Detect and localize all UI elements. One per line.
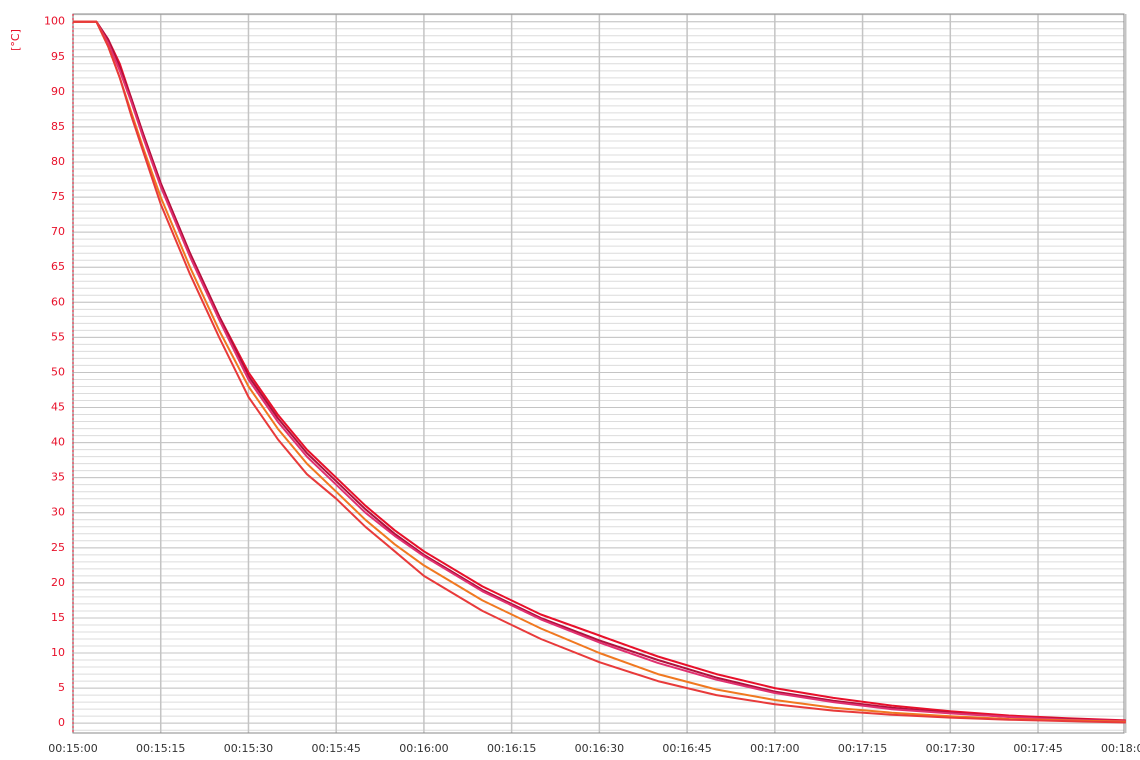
x-tick-label: 00:16:15 [487,742,536,755]
y-tick-label: 80 [51,155,65,168]
y-tick-label: 50 [51,365,65,378]
x-tick-label: 00:17:45 [1013,742,1062,755]
x-tick-label: 00:16:30 [575,742,624,755]
y-tick-label: 30 [51,506,65,519]
x-tick-label: 00:15:45 [311,742,360,755]
y-tick-label: 90 [51,85,65,98]
y-tick-label: 45 [51,401,65,414]
x-tick-label: 00:17:15 [838,742,887,755]
y-tick-label: 5 [58,681,65,694]
y-tick-label: 55 [51,330,65,343]
y-tick-label: 0 [58,716,65,729]
y-tick-label: 70 [51,225,65,238]
plot-frame [72,13,1125,734]
y-tick-label: 60 [51,295,65,308]
y-tick-label: 35 [51,471,65,484]
y-tick-label: 25 [51,541,65,554]
x-tick-label: 00:16:45 [662,742,711,755]
y-tick-label: 40 [51,436,65,449]
y-axis-label: [°C] [9,29,22,51]
x-tick-label: 00:15:30 [224,742,273,755]
y-tick-label: 65 [51,260,65,273]
series-line [73,20,1126,723]
y-tick-label: 15 [51,611,65,624]
x-tick-label: 00:17:00 [750,742,799,755]
x-tick-label: 00:18:00 [1101,742,1140,755]
x-tick-label: 00:17:30 [926,742,975,755]
y-tick-label: 20 [51,576,65,589]
y-tick-label: 10 [51,646,65,659]
y-tick-label: 100 [44,15,65,28]
x-tick-label: 00:15:00 [48,742,97,755]
y-tick-label: 75 [51,190,65,203]
x-tick-label: 00:16:00 [399,742,448,755]
x-tick-label: 00:15:15 [136,742,185,755]
series-line [73,20,1126,723]
y-tick-label: 95 [51,50,65,63]
series-line [73,20,1126,723]
y-tick-label: 85 [51,120,65,133]
series-line [73,20,1126,724]
